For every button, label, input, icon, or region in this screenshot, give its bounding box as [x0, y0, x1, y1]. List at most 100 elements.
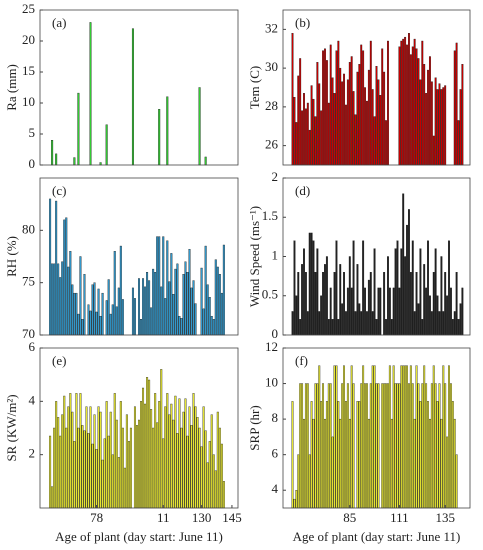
bar: [339, 418, 342, 509]
bar: [83, 274, 86, 336]
bar: [156, 422, 159, 509]
bar: [377, 79, 380, 166]
bar: [373, 116, 376, 166]
bar: [308, 232, 311, 336]
bar: [362, 50, 365, 166]
bar: [196, 417, 199, 509]
bar: [166, 393, 169, 509]
bar: [67, 266, 70, 336]
bar: [446, 295, 449, 336]
bar: [178, 398, 181, 509]
bar: [63, 395, 66, 509]
bar: [109, 313, 112, 336]
bar: [180, 318, 183, 336]
bar: [350, 56, 353, 166]
bar: [200, 446, 203, 509]
bar: [200, 267, 203, 336]
bar: [325, 401, 328, 509]
bar: [314, 116, 317, 166]
bar: [339, 264, 342, 336]
bar: [398, 383, 401, 509]
bar: [97, 288, 100, 336]
bar: [301, 110, 304, 166]
bar: [400, 248, 403, 336]
bar: [184, 261, 187, 336]
bar: [144, 286, 147, 336]
bar: [77, 427, 80, 509]
bar: [329, 44, 332, 166]
bar: [306, 383, 309, 509]
bar: [105, 300, 108, 336]
bar: [158, 236, 161, 336]
bar: [51, 486, 54, 509]
bar: [198, 87, 201, 166]
bar: [220, 443, 223, 509]
bar: [148, 280, 151, 336]
bar: [333, 93, 336, 166]
bar: [79, 393, 82, 509]
y-tick-label: 4: [272, 481, 279, 496]
bar: [218, 274, 221, 336]
bar: [216, 411, 219, 509]
bar: [375, 383, 378, 509]
bar: [150, 409, 153, 509]
bar: [176, 263, 179, 336]
bar: [413, 418, 416, 509]
bar: [371, 89, 374, 166]
bar: [204, 430, 207, 509]
bar: [430, 311, 433, 336]
bar: [322, 383, 325, 509]
bar: [214, 259, 217, 336]
bar: [453, 311, 456, 336]
bar: [444, 85, 447, 166]
y-tick-label: 1: [272, 247, 279, 262]
bar: [358, 303, 361, 336]
bar: [206, 284, 209, 336]
bar: [73, 292, 76, 336]
bar: [71, 284, 74, 336]
y-tick-label: 1.5: [262, 208, 278, 223]
bar: [409, 365, 412, 509]
plot-frame: [282, 347, 471, 509]
bar: [297, 272, 300, 336]
bar: [299, 58, 302, 166]
bar: [385, 383, 387, 509]
bar: [125, 414, 128, 509]
bar: [89, 406, 92, 509]
bar: [373, 365, 376, 509]
bar: [105, 124, 108, 166]
bar: [81, 319, 84, 336]
bar: [101, 459, 104, 509]
bar: [208, 441, 211, 509]
y-tick-label: 2: [29, 446, 36, 461]
x-axis-label: Age of plant (day start: June 11): [55, 529, 223, 544]
bar: [400, 365, 403, 509]
bar: [455, 454, 458, 509]
bar: [423, 64, 426, 166]
bar: [383, 272, 386, 336]
panel-tag: (d): [295, 183, 310, 198]
bar: [158, 401, 161, 509]
y-tick-label: 26: [265, 137, 279, 152]
bar: [331, 319, 334, 336]
bar: [119, 401, 122, 509]
bar: [133, 298, 136, 336]
bar: [166, 96, 169, 166]
bar: [97, 406, 100, 509]
bar: [383, 383, 386, 509]
bar: [419, 401, 422, 509]
bar: [348, 418, 351, 509]
y-tick-label: 10: [22, 94, 35, 109]
bar: [117, 457, 120, 509]
bar: [404, 365, 407, 509]
bar: [400, 40, 403, 166]
plot-frame: [282, 9, 471, 166]
bar: [362, 365, 365, 509]
bar: [394, 248, 397, 336]
bar: [446, 436, 449, 509]
bar: [164, 406, 167, 509]
bar: [387, 40, 389, 166]
bar: [49, 198, 52, 336]
bar: [202, 308, 205, 336]
bar: [144, 403, 147, 509]
